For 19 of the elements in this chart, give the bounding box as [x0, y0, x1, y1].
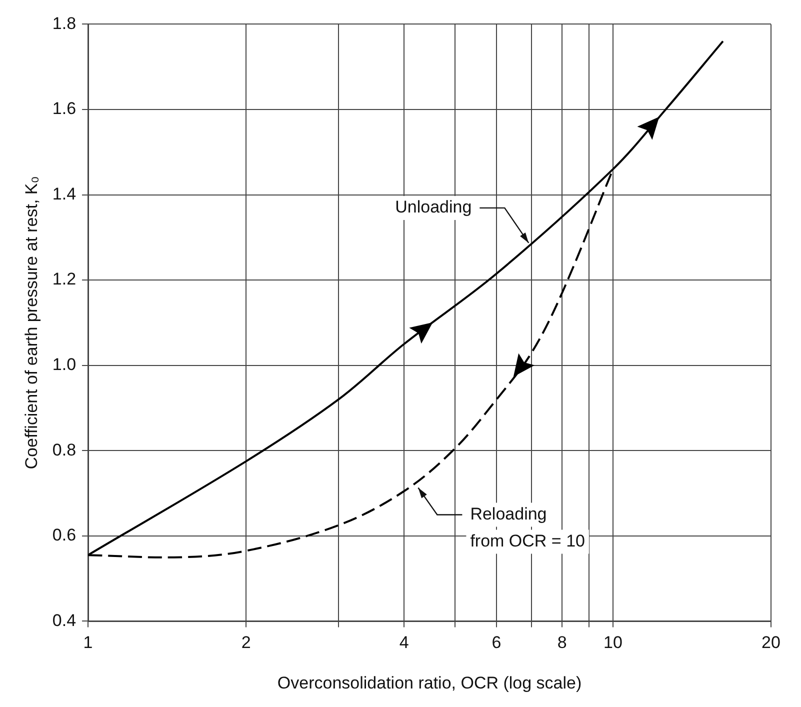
x-tick-label: 1 [83, 633, 93, 652]
x-tick-label: 6 [492, 633, 502, 652]
x-tick-label: 2 [241, 633, 251, 652]
annotation: Reloading from OCR = 10 [470, 504, 585, 550]
x-tick-label: 4 [399, 633, 409, 652]
y-tick-label: 0.4 [52, 610, 76, 630]
y-tick-label: 1.6 [52, 99, 76, 118]
y-tick-label: 0.8 [52, 440, 76, 460]
y-axis-title: Coefficient of earth pressure at rest, K₀ [22, 176, 41, 470]
x-tick-label: 8 [557, 633, 567, 652]
x-tick-label: 20 [762, 633, 780, 652]
x-axis-title: Overconsolidation ratio, OCR (log scale) [277, 673, 582, 692]
y-tick-label: 1.2 [52, 270, 76, 289]
y-tick-label: 1.8 [52, 14, 76, 33]
x-tick-label: 10 [604, 633, 622, 652]
y-tick-label: 1.4 [52, 184, 76, 204]
y-tick-label: 0.6 [52, 526, 76, 545]
y-tick-label: 1.0 [52, 355, 76, 374]
annotation: Unloading [395, 198, 472, 217]
